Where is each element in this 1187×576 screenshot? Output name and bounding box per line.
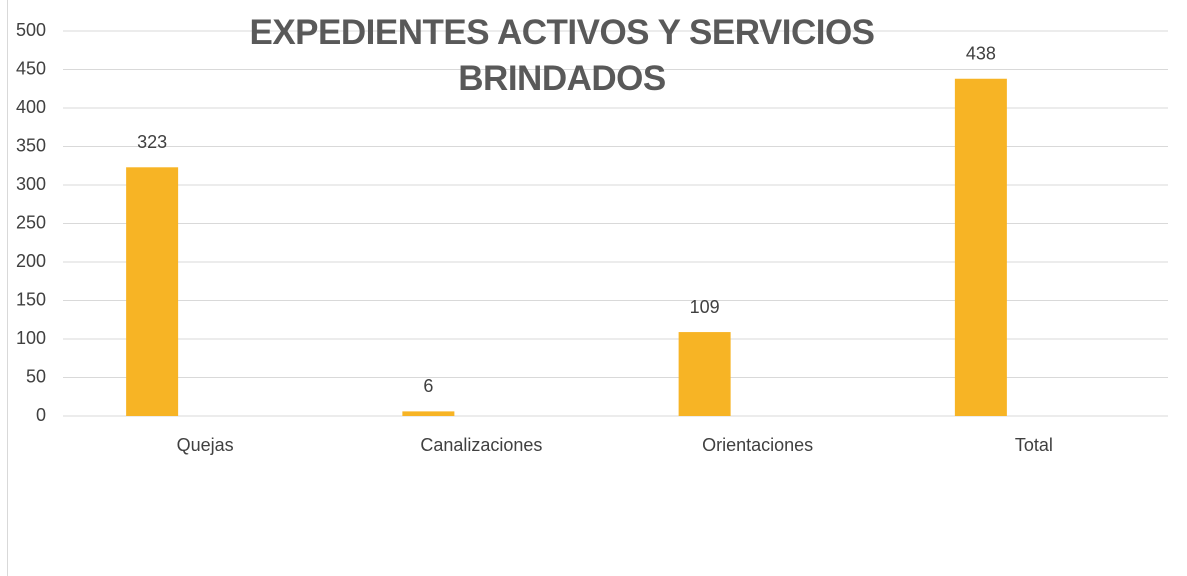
y-tick-label: 0 — [36, 405, 46, 425]
y-tick-label: 100 — [16, 328, 46, 348]
data-label: 109 — [690, 297, 720, 317]
y-tick-label: 400 — [16, 97, 46, 117]
chart-title: EXPEDIENTES ACTIVOS Y SERVICIOS BRINDADO… — [249, 13, 875, 98]
data-label: 323 — [137, 132, 167, 152]
y-tick-label: 350 — [16, 135, 46, 155]
y-tick-label: 450 — [16, 58, 46, 78]
x-tick-label: Canalizaciones — [420, 435, 542, 455]
data-label: 6 — [423, 376, 433, 396]
bar — [402, 411, 455, 416]
y-tick-label: 50 — [26, 366, 46, 386]
y-tick-label: 300 — [16, 174, 46, 194]
y-tick-label: 150 — [16, 289, 46, 309]
y-tick-label: 250 — [16, 212, 46, 232]
x-tick-label: Orientaciones — [702, 435, 813, 455]
bar — [954, 78, 1007, 417]
chart-border — [7, 0, 8, 576]
bar — [678, 332, 731, 416]
y-tick-label: 200 — [16, 251, 46, 271]
x-tick-label: Quejas — [177, 435, 234, 455]
y-tick-label: 500 — [16, 20, 46, 40]
bar — [126, 167, 179, 416]
x-tick-label: Total — [1015, 435, 1053, 455]
data-label: 438 — [966, 43, 996, 63]
